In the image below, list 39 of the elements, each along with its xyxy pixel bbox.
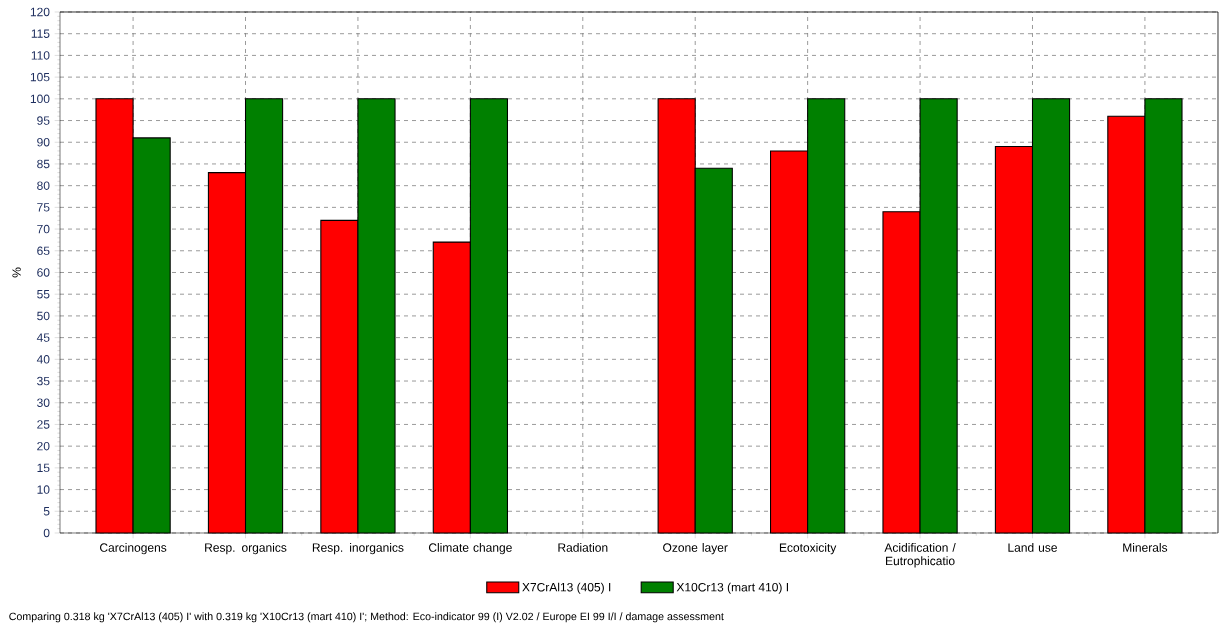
y-tick-label: 105 (30, 72, 50, 82)
y-tick-label: 15 (37, 463, 50, 473)
x-tick-label: Radiation (558, 543, 608, 552)
x-tick-label: Acidification / Eutrophicatio (884, 543, 956, 568)
y-tick-label: 40 (36, 355, 50, 364)
y-tick-label: 70 (37, 224, 50, 234)
y-tick-label: 0 (43, 528, 50, 538)
y-tick-label: 75 (37, 203, 50, 212)
x-tick-label: Carcinogens (100, 543, 167, 555)
y-tick-label: 25 (37, 420, 50, 429)
y-tick-label: 85 (37, 159, 50, 169)
x-tick-label: Climate change (428, 543, 512, 555)
y-tick-label: 10 (37, 485, 50, 494)
x-tick-label: Resp. organics (205, 543, 287, 555)
y-tick-label: 110 (31, 51, 50, 60)
y-tick-label: 60 (37, 268, 50, 277)
y-tick-label: 35 (37, 376, 50, 386)
legend-label: X10Cr13 (mart 410) I (676, 582, 788, 594)
y-axis-title: % (12, 267, 21, 278)
y-tick-label: 50 (37, 311, 50, 321)
y-tick-label: 120 (30, 7, 50, 17)
x-tick-label: Land use (1008, 543, 1057, 552)
y-tick-label: 65 (37, 246, 50, 256)
y-tick-label: 95 (37, 116, 50, 125)
legend-label: X7CrAl13 (405) I (522, 582, 611, 594)
y-tick-label: 5 (43, 507, 50, 516)
x-tick-label: Ecotoxicity (779, 543, 837, 555)
y-tick-label: 90 (37, 137, 50, 147)
y-tick-label: 30 (37, 398, 50, 407)
y-tick-label: 100 (30, 94, 50, 104)
x-tick-label: Minerals (1123, 543, 1168, 552)
y-tick-label: 45 (36, 333, 50, 342)
y-tick-label: 80 (37, 181, 50, 190)
y-tick-label: 20 (37, 441, 50, 451)
text: Comparing 0.318 kg 'X7CrAl13 (405) I' with 0.319 kg 'X10Cr13 (mart 410) I'; Method: Eco-indicator 99 (I) V2.02 / Europe EI 99 I/I / damage assessment (9, 612, 724, 623)
y-tick-label: 115 (31, 29, 50, 38)
x-tick-label: Resp. inorganics (312, 543, 404, 555)
x-tick-label: Ozone layer (663, 543, 728, 555)
y-tick-label: 55 (37, 290, 50, 299)
